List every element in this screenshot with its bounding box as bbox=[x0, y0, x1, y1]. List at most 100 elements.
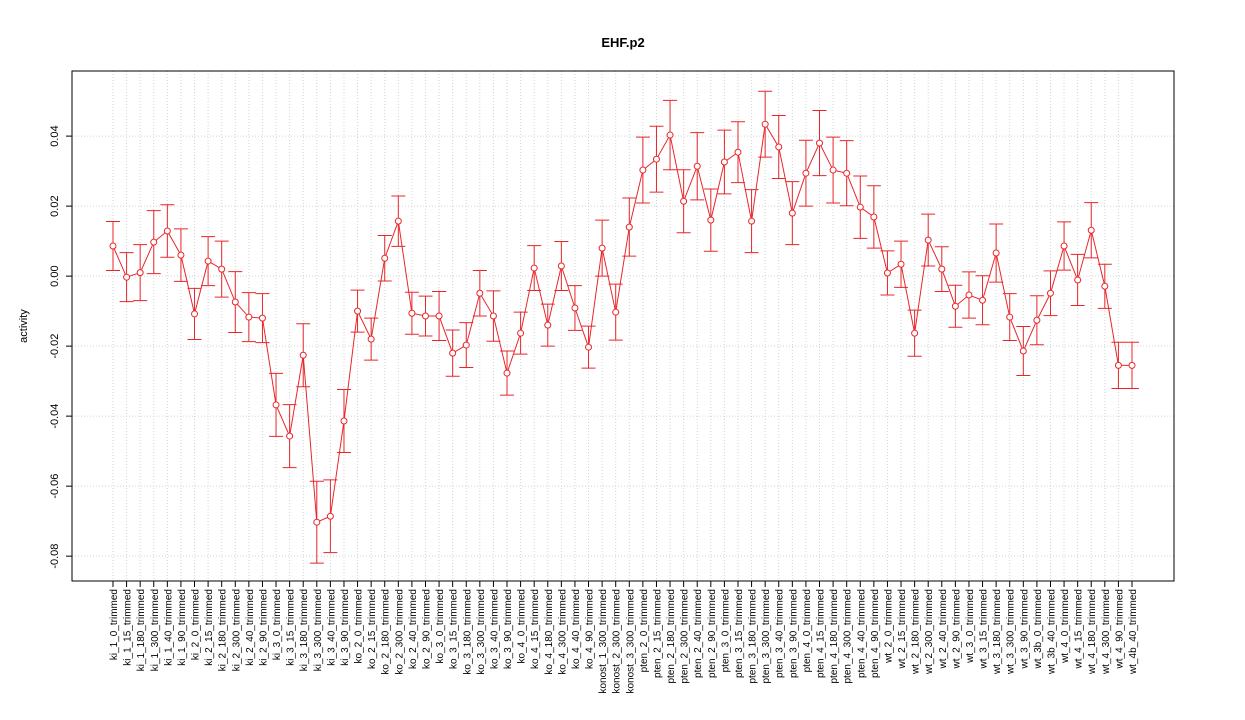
data-point bbox=[598, 244, 606, 252]
x-tick-label: ko_2_180_trimmed bbox=[381, 589, 392, 675]
data-point bbox=[313, 518, 321, 526]
data-point bbox=[449, 349, 457, 357]
data-point bbox=[123, 273, 131, 281]
data-point bbox=[1006, 313, 1014, 321]
data-point bbox=[571, 304, 579, 312]
x-tick-label: ko_3_180_trimmed bbox=[462, 589, 473, 675]
y-tick-label: -0.04 bbox=[49, 404, 61, 429]
x-tick-label: ko_4_180_trimmed bbox=[544, 589, 555, 675]
x-tick-label: pten_2_40_trimmed bbox=[693, 589, 704, 678]
data-point bbox=[218, 265, 226, 273]
data-point bbox=[340, 417, 348, 425]
y-axis-label: activity bbox=[18, 309, 30, 343]
x-tick-label: konost_1_300_trimmed bbox=[598, 589, 609, 694]
data-point bbox=[326, 512, 334, 520]
x-tick-label: wt_3_15_trimmed bbox=[979, 589, 990, 669]
x-tick-label: ko_4_15_trimmed bbox=[530, 589, 541, 669]
data-point bbox=[435, 312, 443, 320]
data-point bbox=[530, 264, 538, 272]
data-point bbox=[992, 249, 1000, 257]
data-point bbox=[1060, 242, 1068, 250]
x-tick-label: pten_4_180_trimmed bbox=[829, 589, 840, 684]
x-tick-label: pten_2_90_trimmed bbox=[707, 589, 718, 678]
x-tick-label: ko_2_15_trimmed bbox=[367, 589, 378, 669]
x-tick-label: ki_2_40_trimmed bbox=[245, 589, 256, 666]
data-point bbox=[231, 298, 239, 306]
data-point bbox=[666, 131, 674, 139]
x-tick-label: pten_4_40_trimmed bbox=[856, 589, 867, 678]
x-tick-label: ki_3_180_trimmed bbox=[299, 589, 310, 671]
data-point bbox=[394, 217, 402, 225]
data-point bbox=[517, 329, 525, 337]
data-point bbox=[856, 203, 864, 211]
y-tick-label: -0.02 bbox=[49, 334, 61, 359]
x-tick-label: wt_3_0_trimmed bbox=[965, 589, 976, 664]
data-point bbox=[843, 169, 851, 177]
plot-frame bbox=[71, 70, 1175, 582]
y-tick-label: 0.02 bbox=[49, 195, 61, 216]
x-tick-label: wt_2_15_trimmed bbox=[897, 589, 908, 669]
data-point bbox=[1087, 226, 1095, 234]
data-point bbox=[1074, 276, 1082, 284]
data-point bbox=[693, 162, 701, 170]
x-tick-label: konost_3_300_trimmed bbox=[625, 589, 636, 694]
data-point bbox=[829, 166, 837, 174]
data-point bbox=[870, 213, 878, 221]
data-point bbox=[720, 158, 728, 166]
x-tick-label: ko_4_0_trimmed bbox=[517, 589, 528, 663]
data-point bbox=[204, 257, 212, 265]
x-tick-label: wt_4_180_trimmed bbox=[1087, 589, 1098, 675]
x-tick-label: wt_3_180_trimmed bbox=[992, 589, 1003, 675]
x-tick-label: ki_1_40_trimmed bbox=[163, 589, 174, 666]
data-point bbox=[136, 269, 144, 277]
x-tick-label: wt_3_90_trimmed bbox=[1019, 589, 1030, 669]
data-point bbox=[707, 216, 715, 224]
x-tick-label: wt_4_300_trimmed bbox=[1101, 589, 1112, 675]
x-tick-label: ki_3_300_trimmed bbox=[313, 589, 324, 671]
x-tick-label: ko_3_0_trimmed bbox=[435, 589, 446, 663]
x-tick-label: ko_2_0_trimmed bbox=[354, 589, 365, 663]
x-tick-label: pten_3_0_trimmed bbox=[720, 589, 731, 672]
data-point bbox=[585, 343, 593, 351]
y-tick-label: -0.08 bbox=[49, 544, 61, 569]
x-tick-label: ki_3_90_trimmed bbox=[340, 589, 351, 666]
data-point bbox=[109, 242, 117, 250]
y-tick-label: -0.06 bbox=[49, 474, 61, 499]
x-tick-label: pten_2_180_trimmed bbox=[666, 589, 677, 684]
x-tick-label: ki_2_0_trimmed bbox=[191, 589, 202, 660]
data-point bbox=[816, 139, 824, 147]
x-tick-label: ki_2_300_trimmed bbox=[231, 589, 242, 671]
data-point bbox=[544, 321, 552, 329]
data-point bbox=[911, 329, 919, 337]
chart-title: EHF.p2 bbox=[601, 35, 644, 50]
x-tick-label: ki_1_180_trimmed bbox=[136, 589, 147, 671]
data-point bbox=[965, 291, 973, 299]
data-point bbox=[625, 223, 633, 231]
x-tick-label: wt_4_90_trimmed bbox=[1114, 589, 1125, 669]
x-tick-label: ko_4_90_trimmed bbox=[585, 589, 596, 669]
data-point bbox=[924, 236, 932, 244]
x-tick-label: ko_3_300_trimmed bbox=[476, 589, 487, 675]
x-tick-label: ko_3_15_trimmed bbox=[449, 589, 460, 669]
data-point bbox=[150, 238, 158, 246]
x-tick-label: wt_4_15_trimmed bbox=[1074, 589, 1085, 669]
x-tick-label: ko_4_300_trimmed bbox=[557, 589, 568, 675]
data-point bbox=[462, 341, 470, 349]
x-tick-label: wt_4_0_trimmed bbox=[1060, 589, 1071, 664]
data-point bbox=[748, 217, 756, 225]
data-point bbox=[503, 369, 511, 377]
data-point bbox=[286, 432, 294, 440]
x-tick-label: ki_1_300_trimmed bbox=[150, 589, 161, 671]
data-point bbox=[734, 148, 742, 156]
data-point bbox=[680, 197, 688, 205]
x-tick-label: ko_3_90_trimmed bbox=[503, 589, 514, 669]
x-tick-label: pten_4_300_trimmed bbox=[843, 589, 854, 684]
x-tick-label: pten_4_90_trimmed bbox=[870, 589, 881, 678]
x-tick-label: wt_3_300_trimmed bbox=[1006, 589, 1017, 675]
data-point bbox=[177, 251, 185, 259]
x-tick-label: wt_3b_0_trimmed bbox=[1033, 589, 1044, 669]
x-tick-label: pten_2_300_trimmed bbox=[680, 589, 691, 684]
x-tick-label: wt_2_40_trimmed bbox=[938, 589, 949, 669]
data-point bbox=[1019, 347, 1027, 355]
